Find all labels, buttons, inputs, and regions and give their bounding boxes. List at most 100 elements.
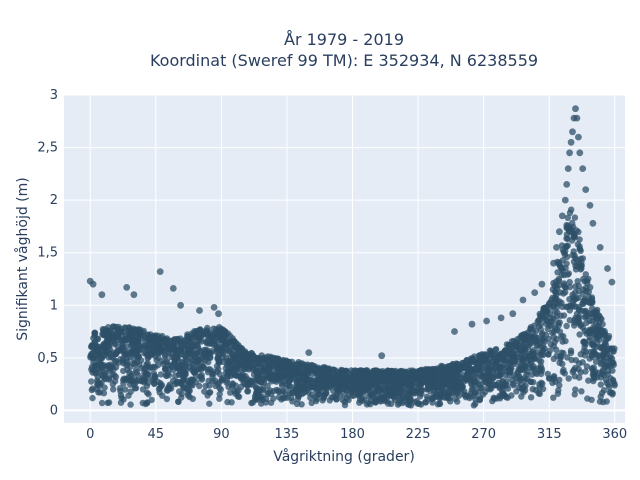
scatter-point bbox=[169, 285, 177, 292]
x-axis-ticks: 0 45 90 135 180 225 270 315 360 bbox=[86, 427, 627, 442]
scatter-point bbox=[170, 337, 178, 344]
scatter-point bbox=[520, 383, 528, 391]
scatter-point bbox=[530, 363, 537, 370]
scatter-point bbox=[348, 388, 355, 396]
scatter-point bbox=[325, 370, 333, 377]
scatter-point bbox=[567, 138, 575, 146]
chart-subtitle: Koordinat (Sweref 99 TM): E 352934, N 62… bbox=[150, 51, 538, 70]
scatter-point bbox=[572, 105, 579, 113]
scatter-point bbox=[295, 393, 302, 400]
scatter-point bbox=[425, 366, 432, 373]
scatter-point bbox=[189, 344, 197, 352]
scatter-point bbox=[92, 369, 100, 376]
scatter-point bbox=[576, 149, 584, 157]
scatter-point bbox=[423, 393, 431, 400]
scatter-point bbox=[152, 373, 159, 380]
scatter-point bbox=[409, 387, 417, 394]
scatter-point bbox=[289, 398, 296, 405]
scatter-point bbox=[559, 368, 567, 376]
scatter-point bbox=[190, 330, 197, 337]
scatter-point bbox=[233, 340, 240, 347]
scatter-point bbox=[365, 369, 372, 376]
scatter-point bbox=[144, 362, 151, 370]
scatter-point bbox=[524, 369, 531, 376]
scatter-point bbox=[388, 384, 396, 391]
scatter-point bbox=[446, 394, 454, 402]
scatter-point bbox=[608, 278, 616, 286]
scatter-point bbox=[267, 390, 275, 397]
scatter-point bbox=[89, 385, 96, 392]
scatter-point bbox=[110, 386, 117, 393]
scatter-point bbox=[472, 389, 479, 396]
scatter-point bbox=[216, 370, 223, 378]
scatter-point bbox=[111, 372, 118, 379]
scatter-point bbox=[564, 271, 571, 278]
scatter-point bbox=[562, 248, 569, 255]
scatter-point bbox=[504, 360, 511, 367]
scatter-point bbox=[458, 383, 465, 390]
scatter-point bbox=[550, 259, 557, 267]
scatter-point bbox=[365, 393, 372, 400]
scatter-point bbox=[416, 389, 424, 396]
scatter-point bbox=[568, 356, 575, 364]
scatter-point bbox=[298, 401, 305, 408]
scatter-point bbox=[545, 351, 552, 358]
scatter-point bbox=[575, 282, 582, 290]
scatter-point bbox=[128, 342, 135, 349]
scatter-point bbox=[398, 368, 405, 375]
scatter-point bbox=[497, 371, 504, 379]
scatter-point bbox=[470, 371, 477, 379]
scatter-point bbox=[374, 383, 381, 390]
scatter-point bbox=[242, 365, 249, 373]
scatter-point bbox=[232, 390, 239, 397]
x-tick-label: 180 bbox=[340, 427, 365, 442]
scatter-point bbox=[330, 387, 337, 394]
scatter-point bbox=[247, 362, 254, 369]
scatter-point bbox=[598, 328, 606, 336]
scatter-point bbox=[485, 366, 492, 374]
scatter-point bbox=[573, 114, 581, 122]
scatter-point bbox=[106, 340, 113, 347]
scatter-point bbox=[529, 386, 536, 393]
scatter-point bbox=[181, 363, 189, 370]
scatter-point bbox=[537, 362, 544, 370]
scatter-point bbox=[396, 390, 403, 397]
scatter-point bbox=[341, 398, 348, 406]
scatter-point bbox=[127, 372, 135, 379]
scatter-point bbox=[407, 377, 414, 384]
scatter-point bbox=[527, 325, 534, 332]
scatter-point bbox=[225, 369, 232, 376]
scatter-point bbox=[162, 366, 169, 373]
y-tick-label: 0 bbox=[50, 403, 58, 418]
scatter-point bbox=[559, 338, 566, 345]
scatter-point bbox=[155, 385, 163, 393]
scatter-point bbox=[95, 379, 102, 386]
scatter-point bbox=[201, 346, 208, 354]
scatter-point bbox=[153, 357, 160, 364]
scatter-point bbox=[491, 382, 498, 389]
scatter-point bbox=[553, 282, 560, 289]
scatter-point bbox=[508, 348, 516, 356]
scatter-point bbox=[313, 395, 320, 403]
scatter-point bbox=[566, 283, 574, 291]
scatter-point bbox=[592, 308, 599, 315]
scatter-point bbox=[226, 332, 234, 340]
y-tick-label: 0,5 bbox=[37, 351, 58, 366]
scatter-point bbox=[193, 350, 200, 357]
scatter-point bbox=[309, 362, 316, 369]
scatter-point bbox=[176, 371, 183, 379]
scatter-point bbox=[105, 399, 113, 406]
scatter-point bbox=[223, 341, 231, 348]
scatter-point bbox=[98, 291, 106, 299]
scatter-point bbox=[484, 358, 491, 365]
scatter-point bbox=[552, 378, 559, 385]
scatter-point bbox=[315, 385, 322, 392]
scatter-point bbox=[210, 304, 218, 311]
scatter-point bbox=[216, 384, 223, 392]
scatter-point bbox=[417, 378, 424, 385]
scatter-point bbox=[541, 345, 548, 352]
scatter-point bbox=[206, 400, 213, 407]
scatter-point bbox=[275, 355, 282, 362]
scatter-point bbox=[429, 399, 436, 406]
scatter-point bbox=[496, 354, 504, 362]
